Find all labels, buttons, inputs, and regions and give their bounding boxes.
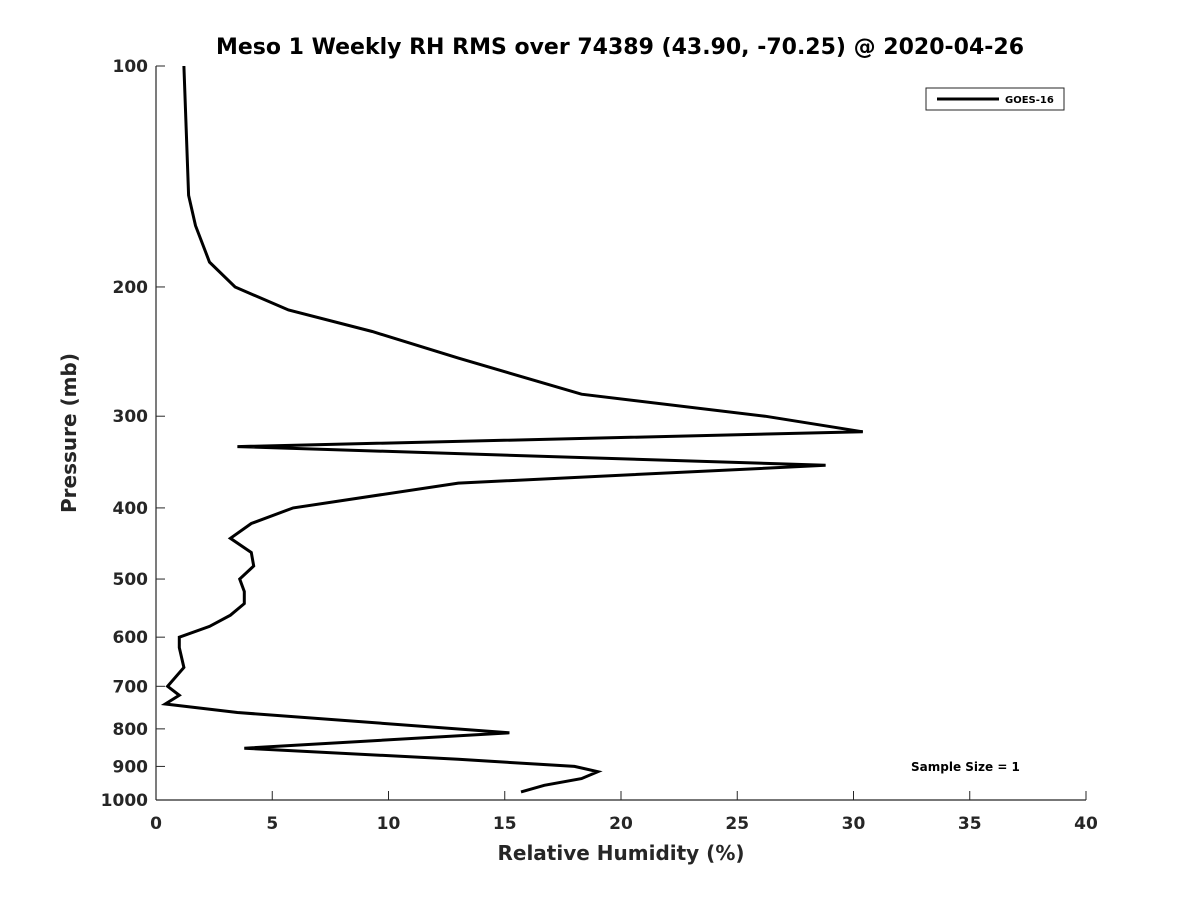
y-tick-label: 800 <box>113 720 149 740</box>
y-tick-label: 900 <box>113 757 149 777</box>
x-tick-label: 5 <box>266 814 278 834</box>
y-tick-label: 100 <box>113 57 149 77</box>
y-tick-label: 300 <box>113 407 149 427</box>
y-tick-label: 500 <box>113 570 149 590</box>
y-tick-label: 1000 <box>101 791 148 811</box>
x-axis-label: Relative Humidity (%) <box>497 841 744 865</box>
y-tick-label: 200 <box>113 278 149 298</box>
x-tick-label: 15 <box>493 814 517 834</box>
legend-entry-goes-16: GOES-16 <box>1005 95 1054 106</box>
x-tick-label: 20 <box>609 814 633 834</box>
legend: GOES-16 <box>925 87 1065 111</box>
x-tick-label: 30 <box>842 814 866 834</box>
series-line-goes-16 <box>160 65 864 794</box>
x-tick-label: 10 <box>377 814 401 834</box>
y-tick-label: 600 <box>113 628 149 648</box>
chart-title: Meso 1 Weekly RH RMS over 74389 (43.90, … <box>216 35 1024 60</box>
x-tick-label: 35 <box>958 814 982 834</box>
x-tick-label: 0 <box>150 814 162 834</box>
y-axis-label: Pressure (mb) <box>57 353 81 513</box>
y-tick-label: 700 <box>113 677 149 697</box>
x-tick-label: 40 <box>1074 814 1098 834</box>
y-tick-label: 400 <box>113 499 149 519</box>
y-ticks: 100 200 300 400 500 600 700 800 900 1000 <box>101 57 165 811</box>
x-tick-label: 25 <box>725 814 749 834</box>
x-ticks: 0 5 10 15 20 25 30 35 40 <box>150 791 1098 834</box>
sample-size-annotation: Sample Size = 1 <box>911 760 1020 774</box>
